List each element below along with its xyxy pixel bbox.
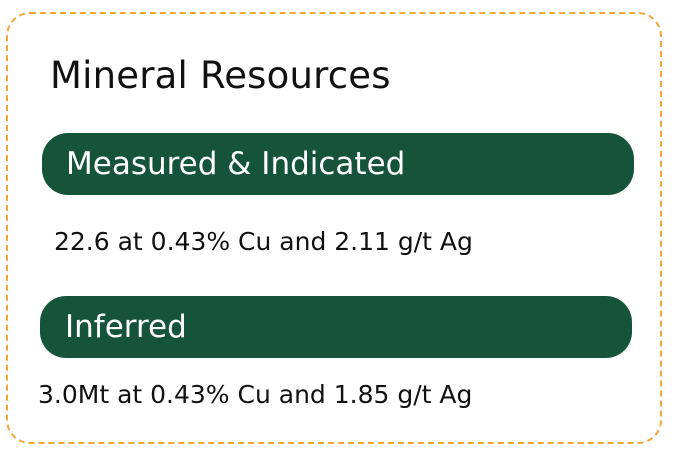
- mineral-resources-card: [6, 12, 662, 444]
- inferred-label: Inferred: [40, 296, 632, 358]
- card-title: Mineral Resources: [50, 54, 391, 97]
- measured-indicated-label: Measured & Indicated: [42, 133, 634, 195]
- measured-indicated-value: 22.6 at 0.43% Cu and 2.11 g/t Ag: [54, 227, 473, 256]
- inferred-value: 3.0Mt at 0.43% Cu and 1.85 g/t Ag: [38, 380, 473, 409]
